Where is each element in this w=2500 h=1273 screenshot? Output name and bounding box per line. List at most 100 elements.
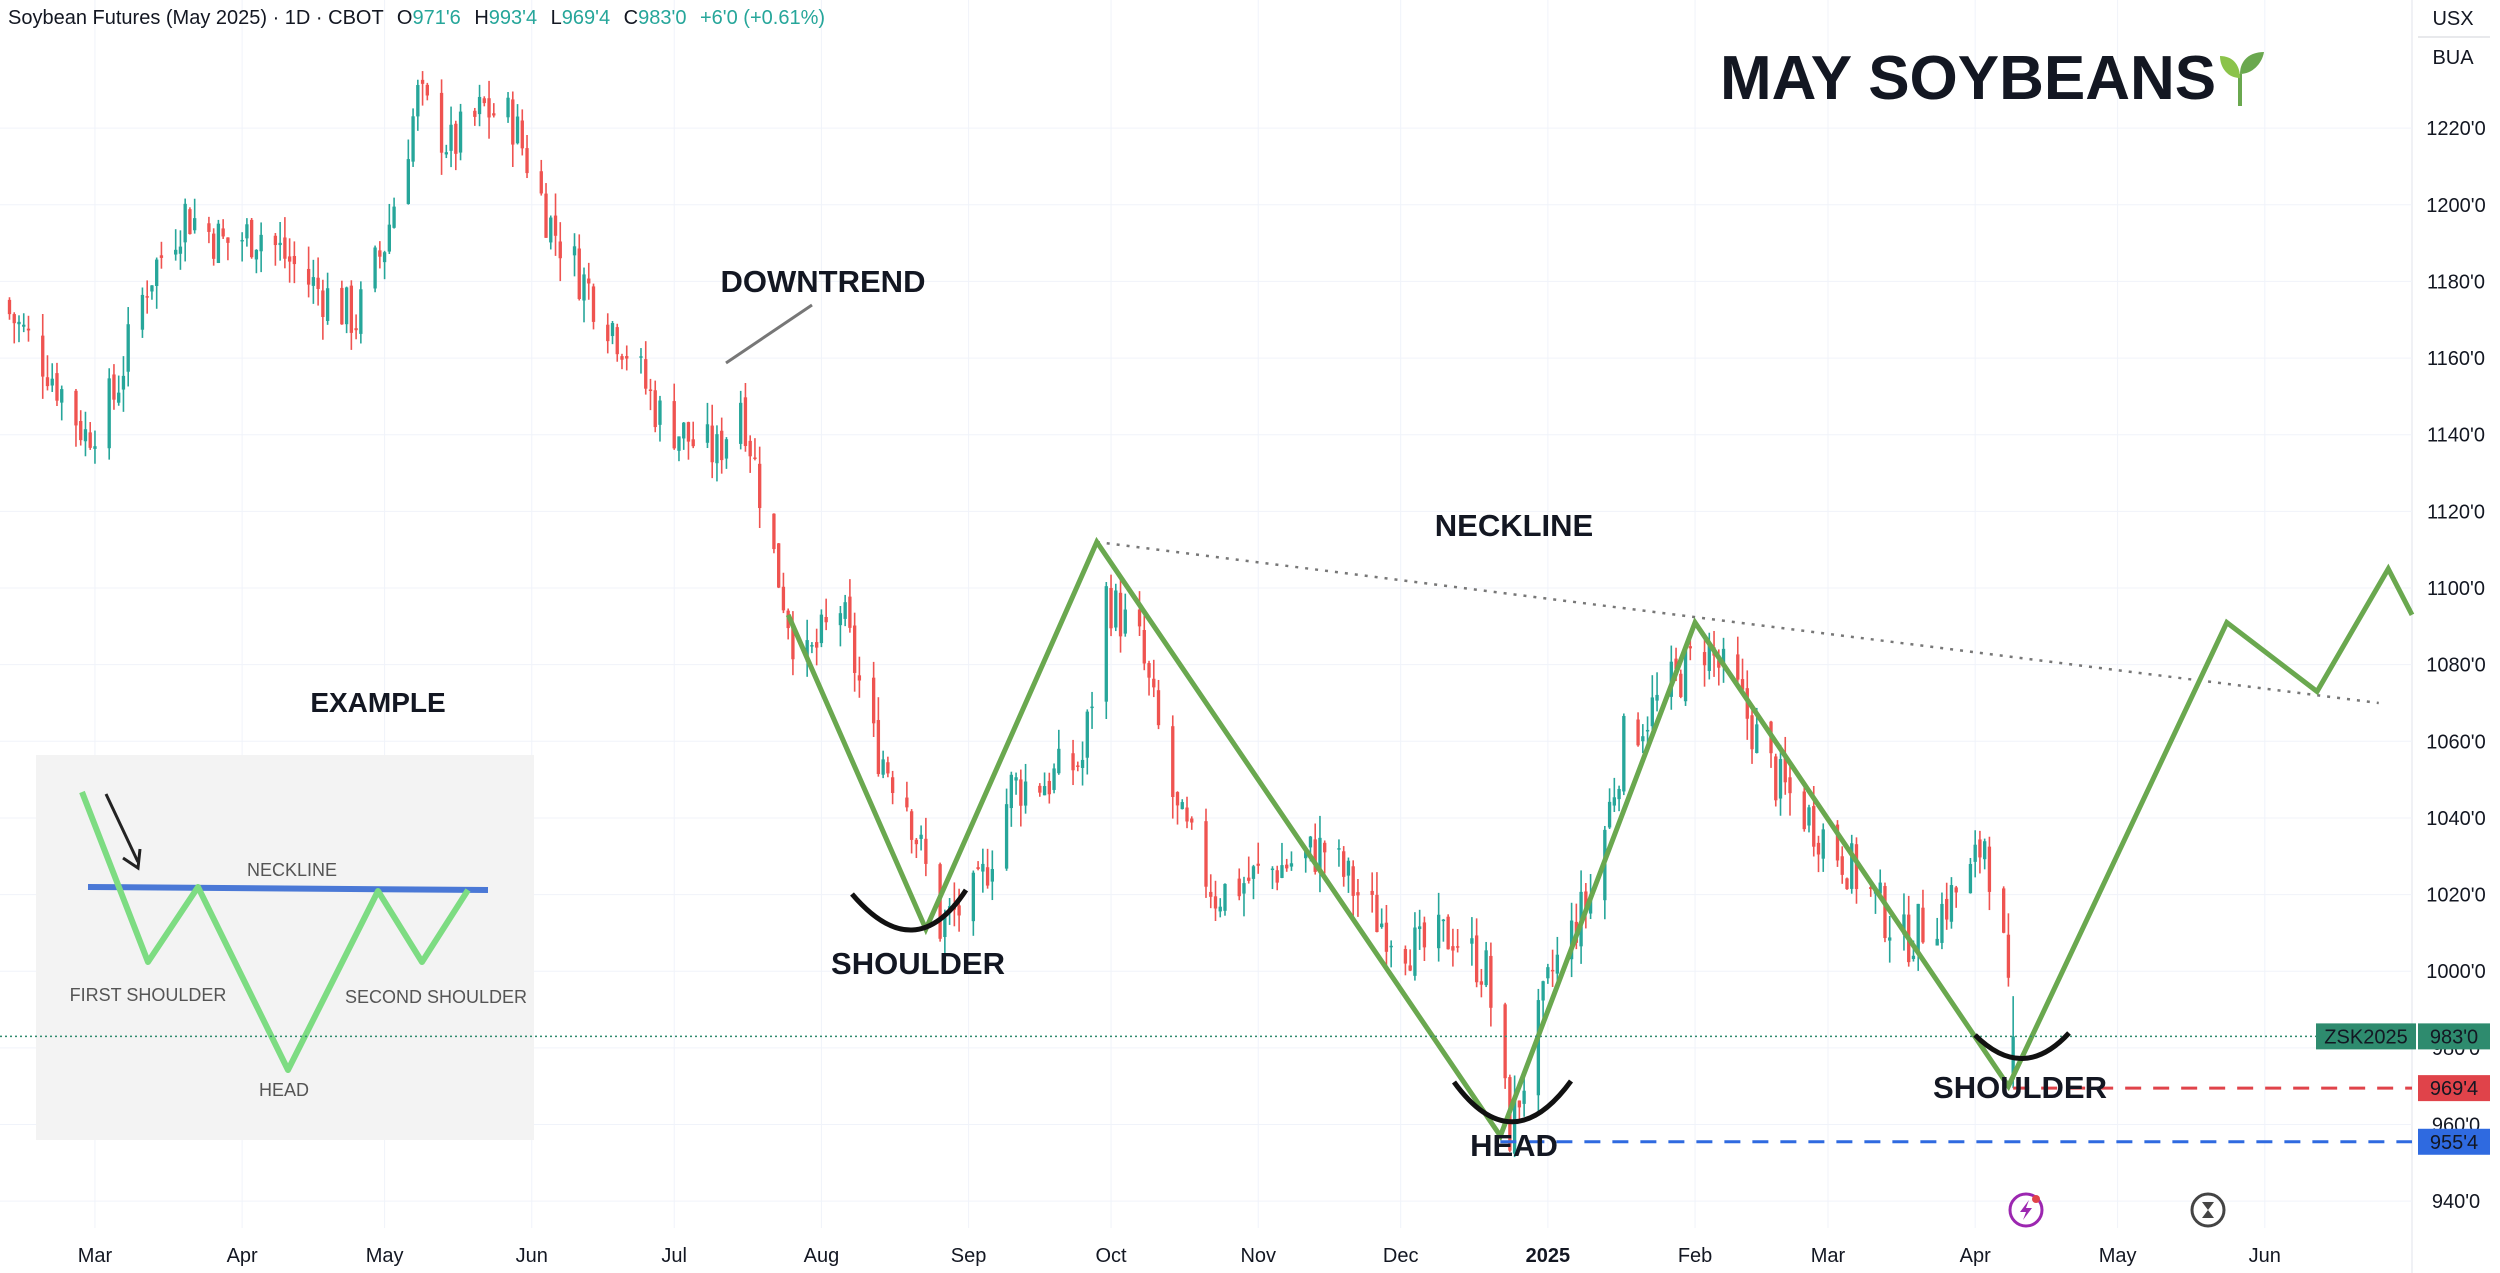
- candle-body: [924, 838, 928, 864]
- candle-body: [1522, 1090, 1526, 1104]
- candle-body: [1550, 969, 1555, 972]
- x-tick-label: Jul: [661, 1245, 687, 1267]
- candle-body: [1702, 652, 1707, 666]
- candle-body: [439, 92, 444, 153]
- bolt-icon[interactable]: [2008, 1192, 2044, 1228]
- candle-body: [183, 203, 187, 243]
- candle-body: [1622, 715, 1626, 792]
- candle-body: [1337, 848, 1341, 850]
- head-label: HEAD: [1470, 1128, 1558, 1163]
- candle-body: [1247, 877, 1251, 881]
- candle-body: [1356, 892, 1360, 896]
- candle-body: [1076, 765, 1080, 767]
- candle-body: [971, 872, 976, 922]
- left-shoulder-label: SHOULDER: [831, 946, 1005, 981]
- candle-body: [55, 373, 59, 401]
- example-arrow-head: [122, 848, 142, 871]
- candle-body: [387, 224, 392, 252]
- header-high-label: H: [474, 7, 488, 29]
- candle-body: [553, 215, 558, 236]
- candle-body: [240, 239, 244, 242]
- candle-body: [1323, 842, 1327, 853]
- candle-body: [1541, 981, 1545, 1001]
- candle-body: [477, 96, 482, 115]
- candle-body: [444, 152, 448, 155]
- x-tick-label: Sep: [951, 1245, 987, 1267]
- candle-body: [1774, 756, 1778, 801]
- y-tick-label: 1160'0: [2427, 348, 2485, 370]
- candle-body: [325, 288, 330, 321]
- candle-body: [682, 422, 686, 439]
- candle-body: [810, 645, 814, 647]
- candle-body: [1911, 955, 1916, 960]
- candle-body: [1009, 774, 1013, 809]
- candle-body: [193, 218, 197, 231]
- y-tick-label: 1140'0: [2427, 425, 2485, 447]
- candle-body: [772, 513, 776, 550]
- overlay-layer: [0, 536, 2415, 1144]
- candle-body: [145, 296, 149, 298]
- candle-body: [1707, 643, 1711, 671]
- title-layer: MAY SOYBEANS: [1720, 44, 2264, 113]
- candle-body: [45, 377, 50, 387]
- candle-body: [1019, 779, 1023, 806]
- candle-body: [1380, 923, 1384, 928]
- candle-body: [249, 219, 254, 258]
- hourglass-icon[interactable]: [2190, 1192, 2226, 1228]
- y-tick-label: 1100'0: [2427, 578, 2485, 600]
- candle-body: [1641, 736, 1645, 742]
- candle-body: [1071, 753, 1075, 771]
- candle-body: [416, 85, 420, 117]
- candle-body: [606, 324, 610, 342]
- example-label: EXAMPLE: [310, 687, 445, 718]
- candle-body: [1455, 946, 1460, 948]
- candle-body: [814, 642, 819, 648]
- candle-body: [572, 246, 577, 256]
- candle-body: [1118, 592, 1123, 637]
- candle-body: [88, 432, 92, 448]
- example-second-shoulder-label: SECOND SHOULDER: [345, 987, 527, 1007]
- candle-body: [1474, 935, 1479, 983]
- candle-body: [1816, 842, 1821, 855]
- left-shoulder-arc: [850, 888, 969, 933]
- x-tick-label: Nov: [1240, 1245, 1276, 1267]
- candle-body: [1755, 724, 1759, 754]
- candle-body: [1612, 797, 1616, 806]
- candle-body: [254, 249, 259, 260]
- sprout-icon: [2220, 52, 2264, 106]
- candle-body: [582, 274, 586, 301]
- candle-body: [420, 79, 425, 84]
- candle-body: [1289, 863, 1294, 867]
- candle-body: [458, 111, 463, 153]
- candle-body: [1285, 864, 1289, 869]
- candle-body: [515, 116, 520, 144]
- candle-body: [41, 335, 45, 377]
- candle-body: [1679, 673, 1683, 697]
- candle-body: [739, 402, 743, 444]
- candle-body: [392, 206, 396, 228]
- y-tick-label: 1040'0: [2426, 808, 2485, 830]
- candle-body: [1888, 937, 1892, 941]
- candle-body: [549, 217, 553, 243]
- candle-body: [1617, 788, 1621, 800]
- candle-body: [1403, 949, 1408, 964]
- candle-body: [1812, 806, 1816, 847]
- candle-body: [848, 596, 852, 628]
- header-close-label: C: [624, 7, 638, 29]
- x-tick-label: May: [366, 1245, 404, 1267]
- candle-body: [245, 224, 249, 239]
- candle-body: [1935, 938, 1939, 946]
- candle-body: [1175, 792, 1180, 806]
- right-shoulder-arc: [1973, 1031, 2071, 1061]
- candle-body: [539, 171, 543, 194]
- candle-body: [1014, 777, 1018, 781]
- header-low-label: L: [551, 7, 562, 29]
- candle-body: [1137, 609, 1142, 627]
- candle-body: [705, 424, 710, 443]
- y-tick-label: 1120'0: [2427, 501, 2485, 523]
- candle-body: [957, 905, 961, 916]
- candle-body: [26, 328, 31, 331]
- candle-body: [1109, 587, 1113, 629]
- candle-body: [1275, 870, 1279, 883]
